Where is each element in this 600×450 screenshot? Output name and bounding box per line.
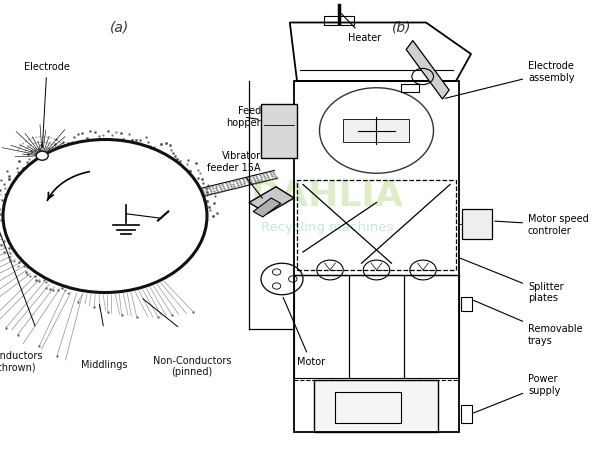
Text: Removable
trays: Removable trays — [473, 300, 583, 346]
Text: DAHLIA: DAHLIA — [251, 179, 403, 213]
Text: Motor speed
controler: Motor speed controler — [495, 214, 589, 236]
Text: (b): (b) — [392, 20, 412, 34]
Text: (a): (a) — [110, 20, 130, 34]
Circle shape — [36, 151, 48, 160]
Text: Non-Conductors
(pinned): Non-Conductors (pinned) — [153, 356, 231, 377]
FancyBboxPatch shape — [261, 104, 297, 158]
Polygon shape — [253, 198, 281, 217]
Text: Heater: Heater — [341, 13, 381, 43]
Text: Motor: Motor — [283, 297, 325, 367]
Text: Electrode
assembly: Electrode assembly — [445, 61, 575, 99]
Text: Feed
hopper: Feed hopper — [226, 106, 261, 128]
Text: Power
supply: Power supply — [473, 374, 560, 413]
Text: Recycling machines: Recycling machines — [261, 221, 393, 234]
Text: Middlings: Middlings — [80, 360, 127, 370]
Text: Vibrator
feeder 15A: Vibrator feeder 15A — [208, 151, 262, 198]
Text: Electrode: Electrode — [24, 62, 70, 148]
Polygon shape — [406, 40, 449, 99]
FancyBboxPatch shape — [462, 209, 492, 238]
Polygon shape — [249, 187, 294, 214]
FancyBboxPatch shape — [343, 119, 409, 142]
FancyBboxPatch shape — [314, 380, 437, 432]
Text: Conductors
(thrown): Conductors (thrown) — [0, 351, 43, 373]
Text: Splitter
plates: Splitter plates — [458, 257, 563, 303]
